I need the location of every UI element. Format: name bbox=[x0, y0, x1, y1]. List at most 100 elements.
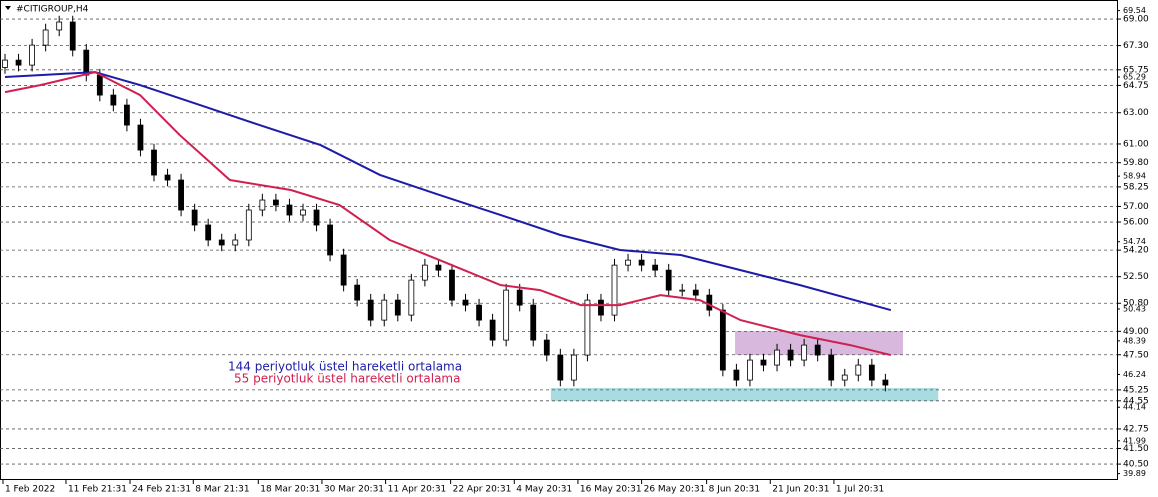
candle-body bbox=[462, 299, 469, 306]
candle-body bbox=[259, 199, 266, 211]
y-tick-label: 61.00 bbox=[1123, 139, 1149, 149]
y-tick-label: 69.54 bbox=[1123, 6, 1146, 15]
candle-body bbox=[598, 299, 604, 316]
y-tick-label: 59.80 bbox=[1123, 158, 1149, 168]
candle-body bbox=[367, 299, 374, 321]
candle-body bbox=[137, 124, 144, 151]
y-tick-label: 56.00 bbox=[1123, 218, 1149, 228]
candle-body bbox=[124, 104, 130, 126]
x-tick-label: 18 Mar 20:31 bbox=[260, 485, 320, 495]
x-tick-label: 30 Mar 20:31 bbox=[324, 485, 384, 495]
y-tick-label: 52.50 bbox=[1123, 272, 1149, 282]
candle-body bbox=[855, 364, 862, 376]
x-tick-label: 8 Mar 21:31 bbox=[195, 485, 249, 495]
candle-body bbox=[313, 209, 320, 226]
candle-body bbox=[638, 259, 645, 266]
candle-body bbox=[164, 174, 171, 181]
candle-body bbox=[706, 294, 713, 311]
y-tick-label: 50.80 bbox=[1123, 299, 1149, 309]
y-tick-label: 65.29 bbox=[1123, 72, 1146, 81]
candle-body bbox=[774, 349, 780, 366]
x-tick-label: 16 May 20:31 bbox=[580, 485, 642, 495]
candle-body bbox=[625, 259, 631, 266]
candle-body bbox=[2, 59, 8, 68]
candle-body bbox=[557, 354, 564, 381]
candle-body bbox=[503, 289, 510, 341]
candle-body bbox=[882, 379, 889, 386]
candle-body bbox=[178, 179, 184, 211]
candle-body bbox=[584, 299, 591, 356]
candle-body bbox=[381, 299, 388, 321]
candle-body bbox=[760, 359, 767, 366]
y-tick-label: 47.50 bbox=[1123, 350, 1149, 360]
y-tick-label: 54.20 bbox=[1123, 246, 1149, 256]
plot-frame bbox=[0, 0, 1118, 480]
x-tick-label: 24 Feb 21:31 bbox=[132, 485, 191, 495]
y-tick-label: 40.50 bbox=[1123, 460, 1149, 470]
x-tick-label: 1 Feb 2022 bbox=[5, 485, 55, 495]
y-tick-label: 45.25 bbox=[1123, 385, 1149, 395]
y-tick-label: 44.14 bbox=[1123, 403, 1146, 412]
x-tick-label: 22 Apr 20:31 bbox=[453, 485, 512, 495]
candle-body bbox=[868, 364, 875, 381]
candle-body bbox=[42, 29, 49, 46]
y-tick-label: 58.25 bbox=[1123, 182, 1149, 192]
candle-body bbox=[435, 264, 442, 271]
candle-body bbox=[652, 264, 659, 271]
y-tick-label: 49.00 bbox=[1123, 327, 1149, 337]
y-tick-label: 39.89 bbox=[1123, 469, 1146, 478]
candle-body bbox=[15, 59, 22, 66]
candle-body bbox=[530, 304, 537, 341]
candle-body bbox=[841, 374, 848, 381]
candle-body bbox=[408, 279, 415, 316]
candle-body bbox=[245, 209, 252, 241]
y-tick-label: 63.00 bbox=[1123, 108, 1149, 118]
y-tick-label: 44.55 bbox=[1123, 396, 1149, 406]
candle-body bbox=[218, 239, 225, 246]
candle-body bbox=[449, 269, 455, 301]
candle-body bbox=[394, 299, 401, 316]
candle-body bbox=[300, 209, 306, 216]
x-tick-label: 26 May 20:31 bbox=[644, 485, 706, 495]
candle-body bbox=[489, 319, 496, 341]
candle-body bbox=[421, 264, 428, 281]
x-tick-label: 8 Jun 20:31 bbox=[709, 485, 760, 495]
candle-body bbox=[69, 21, 76, 51]
zone bbox=[550, 388, 939, 402]
y-tick-label: 69.00 bbox=[1123, 15, 1149, 25]
candle-body bbox=[286, 204, 293, 216]
y-tick-label: 41.50 bbox=[1123, 444, 1149, 454]
candle-body bbox=[814, 344, 821, 356]
candle-body bbox=[611, 264, 618, 316]
y-tick-label: 48.39 bbox=[1123, 336, 1146, 345]
candle-body bbox=[665, 269, 672, 291]
y-tick-label: 67.30 bbox=[1123, 41, 1149, 51]
chart-title: #CITIGROUP,H4 bbox=[16, 5, 89, 15]
ema-line bbox=[4, 71, 892, 312]
x-tick-label: 11 Feb 21:31 bbox=[68, 485, 127, 495]
y-tick-label: 58.94 bbox=[1123, 172, 1146, 181]
y-tick-label: 54.74 bbox=[1123, 237, 1146, 246]
y-tick-label: 46.24 bbox=[1123, 370, 1146, 379]
candle-body bbox=[340, 254, 347, 286]
candle-body bbox=[110, 94, 117, 106]
candle-body bbox=[747, 359, 753, 381]
candle-body bbox=[232, 239, 239, 246]
menu-arrow[interactable] bbox=[5, 6, 11, 10]
candle-body bbox=[679, 289, 686, 292]
candle-body bbox=[151, 149, 157, 176]
legend-entry: 55 periyotluk üstel hareketli ortalama bbox=[234, 372, 460, 386]
candle-body bbox=[719, 309, 726, 371]
candle-body bbox=[733, 369, 740, 381]
y-tick-label: 65.75 bbox=[1123, 65, 1149, 75]
candle-body bbox=[692, 289, 699, 296]
candle-body bbox=[516, 289, 523, 306]
candle-body bbox=[570, 354, 577, 381]
x-tick-label: 1 Jul 20:31 bbox=[836, 485, 884, 495]
x-tick-label: 4 May 20:31 bbox=[516, 485, 572, 495]
y-tick-label: 57.00 bbox=[1123, 202, 1149, 212]
candle-body bbox=[354, 284, 361, 301]
candle-body bbox=[327, 224, 333, 256]
candle-body bbox=[543, 339, 550, 356]
